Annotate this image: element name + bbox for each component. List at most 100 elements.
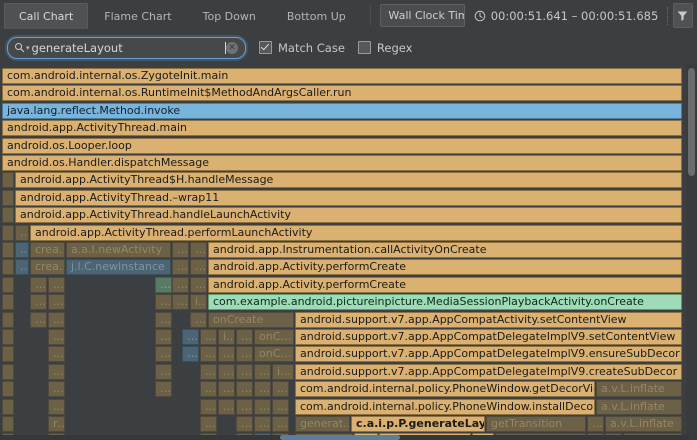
flame-frame[interactable]: … [48,398,65,415]
flame-frame[interactable] [2,346,14,363]
flame-frame[interactable]: com.android.internal.os.RuntimeInit$Meth… [2,85,682,102]
tab-bottom-up[interactable]: Bottom Up [286,10,346,23]
flame-frame[interactable]: a.v.L.inflate [596,381,682,398]
flame-frame[interactable]: i… [190,294,207,311]
flame-frame[interactable]: … [155,346,172,363]
flame-frame[interactable]: java.lang.reflect.Method.invoke [2,102,682,119]
flame-frame[interactable] [2,311,14,328]
flame-frame[interactable]: … [254,363,271,380]
flame-frame[interactable]: onCreate [208,311,294,328]
flame-frame[interactable] [2,276,14,293]
flame-frame[interactable]: … [218,398,235,415]
flame-frame[interactable]: … [190,242,207,258]
flame-frame-match[interactable]: c.a.i.p.P.generateLayout [351,416,485,432]
flame-frame[interactable]: … [200,346,217,363]
tab-call-chart[interactable]: Call Chart [4,3,89,29]
flame-frame[interactable]: android.app.ActivityThread.main [2,120,682,137]
flame-frame[interactable]: r… [48,416,65,432]
flame-frame[interactable]: com.android.internal.policy.PhoneWindow.… [295,398,595,415]
flame-frame[interactable] [2,224,14,241]
search-input[interactable]: generateLayout [31,40,123,55]
flame-frame[interactable]: … [48,276,65,293]
flame-frame[interactable] [2,363,14,380]
flame-frame[interactable]: … [218,381,235,398]
flame-frame[interactable]: … [190,276,207,293]
flame-frame[interactable]: … [155,311,172,328]
flame-frame[interactable]: … [200,363,217,380]
flame-frame[interactable]: … [15,242,29,258]
flame-frame[interactable]: crea… [30,259,65,276]
search-mode-chevron-icon[interactable]: ▾ [26,43,30,52]
regex-checkbox[interactable]: Regex [357,41,412,55]
flame-frame[interactable]: android.os.Handler.dispatchMessage [2,155,682,171]
flame-frame[interactable]: … [190,259,207,276]
flame-frame[interactable]: android.app.Activity.performCreate [208,276,682,293]
flame-frame[interactable]: android.os.Looper.loop [2,137,682,154]
flame-frame[interactable]: android.app.ActivityThread$H.handleMessa… [15,172,682,189]
flame-frame[interactable]: … [172,276,189,293]
tab-flame-chart[interactable]: Flame Chart [104,10,172,23]
flame-frame[interactable]: android.app.Instrumentation.callActivity… [208,242,682,258]
flame-frame[interactable]: … [254,416,271,432]
flame-frame[interactable]: … [218,346,235,363]
flame-frame[interactable]: i… [272,363,294,380]
flame-frame[interactable]: … [172,259,189,276]
flame-frame[interactable]: android.support.v7.app.AppCompatActivity… [295,311,682,328]
flame-frame[interactable] [2,172,14,189]
flame-frame[interactable]: … [200,381,217,398]
flame-frame[interactable]: android.support.v7.app.AppCompatDelegate… [295,346,682,363]
flame-frame[interactable]: … [236,381,253,398]
flame-frame[interactable]: … [15,259,29,276]
horizontal-scrollbar-track[interactable] [0,435,689,440]
regex-check-icon[interactable] [357,41,371,54]
flame-frame[interactable]: … [254,381,271,398]
flame-frame[interactable]: … [48,329,65,345]
flame-frame[interactable]: … [200,329,217,345]
flame-frame[interactable]: android.app.ActivityThread.handleLaunchA… [15,207,682,224]
flame-frame[interactable] [2,189,14,206]
clear-search-icon[interactable]: ✕ [226,41,238,54]
flame-frame[interactable]: … [155,294,172,311]
search-field[interactable]: ▾ generateLayout ✕ [7,36,246,59]
flame-frame[interactable]: … [272,381,289,398]
flame-frame[interactable]: … [218,363,235,380]
flame-frame[interactable]: … [182,329,199,345]
flame-frame[interactable]: com.example.android.pictureinpicture.Med… [208,294,682,311]
flame-frame[interactable]: … [48,346,65,363]
flame-frame[interactable]: i… [218,329,235,345]
flame-frame[interactable]: … [236,398,253,415]
flame-frame[interactable]: … [236,416,253,432]
flame-frame[interactable]: onC… [254,329,294,345]
flame-frame[interactable] [2,381,14,398]
flame-frame[interactable]: … [48,381,65,398]
flame-frame[interactable]: … [190,311,207,328]
flame-frame[interactable]: … [254,398,271,415]
flame-frame[interactable] [2,207,14,224]
flame-frame[interactable]: com.android.internal.policy.PhoneWindow.… [295,381,595,398]
flame-frame[interactable]: a.v.L.inflate [605,416,682,432]
flame-frame[interactable]: … [172,294,189,311]
flame-frame[interactable]: … [15,224,29,241]
match-case-check-icon[interactable] [259,41,272,54]
tab-top-down[interactable]: Top Down [202,10,256,23]
call-chart-canvas[interactable]: com.android.internal.os.ZygoteInit.main c… [0,64,697,440]
flame-frame[interactable]: … [30,311,47,328]
flame-frame[interactable]: … [200,416,217,432]
flame-frame[interactable]: com.android.internal.os.ZygoteInit.main [2,68,682,84]
flame-frame[interactable]: onC… [254,346,294,363]
flame-frame[interactable]: getTransition [486,416,586,432]
vertical-scrollbar-track[interactable] [686,64,697,440]
flame-frame[interactable]: … [155,381,172,398]
flame-frame[interactable]: … [182,346,199,363]
flame-frame[interactable]: generat… [295,416,350,432]
flame-frame[interactable]: … [200,398,217,415]
horizontal-scrollbar-thumb[interactable] [280,435,400,440]
flame-frame[interactable]: … [48,311,65,328]
flame-frame[interactable]: … [236,363,253,380]
flame-frame[interactable]: … [30,276,47,293]
flame-frame[interactable]: … [272,398,289,415]
flame-frame[interactable]: … [236,346,253,363]
flame-frame[interactable] [2,329,14,345]
clock-type-select[interactable]: Wall Clock Time ▼ [380,4,465,27]
flame-frame[interactable]: … [236,329,253,345]
